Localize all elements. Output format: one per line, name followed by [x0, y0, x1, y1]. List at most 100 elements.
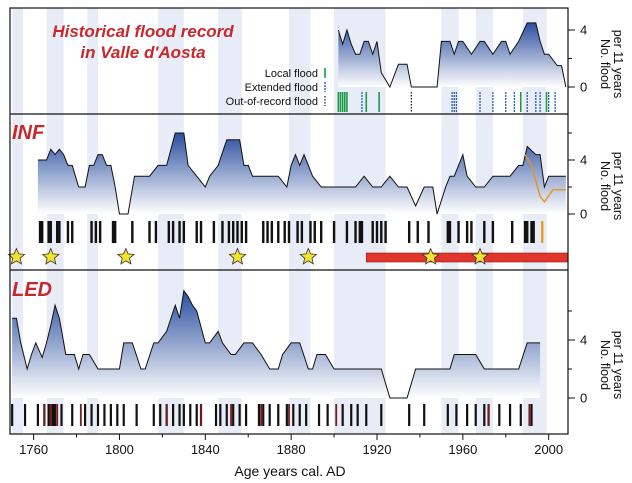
- inf-event-5: [58, 221, 61, 243]
- inf-event-1: [40, 221, 44, 243]
- inf-event-53: [448, 221, 452, 243]
- led-red-event-2: [56, 404, 59, 426]
- led-event-28: [219, 404, 222, 426]
- inf-event-21: [199, 221, 203, 243]
- inf-event-15: [154, 221, 158, 243]
- inf-star-3: [228, 247, 247, 265]
- led-event-2: [36, 404, 39, 426]
- x-tick-label-1920: 1920: [363, 442, 392, 457]
- led-event-37: [285, 404, 288, 426]
- inf-event-55: [465, 221, 469, 243]
- led-series-line: [12, 289, 541, 399]
- led-red-event-1: [49, 404, 52, 426]
- inf-event-22: [212, 221, 216, 243]
- inf-y-tick-label-0: 0: [580, 207, 587, 222]
- led-event-41: [317, 404, 321, 426]
- led-event-25: [195, 404, 198, 426]
- inf-event-58: [491, 221, 495, 243]
- led-event-47: [380, 404, 383, 426]
- led-event-30: [232, 404, 235, 426]
- inf-event-18: [178, 221, 181, 243]
- inf-event-41: [345, 221, 349, 243]
- inf-event-19: [182, 221, 186, 243]
- led-event-7: [53, 404, 57, 426]
- inf-event-14: [148, 221, 151, 243]
- led-event-23: [182, 404, 185, 426]
- inf-event-3: [49, 221, 52, 243]
- inf-event-33: [283, 221, 286, 243]
- led-red-event-11: [528, 404, 531, 426]
- event-ticks: [11, 92, 556, 426]
- led-event-56: [498, 404, 501, 426]
- led-event-0: [11, 404, 14, 426]
- led-event-35: [268, 404, 271, 426]
- inf-event-4: [56, 221, 59, 243]
- inf-event-37: [309, 221, 312, 243]
- led-event-43: [341, 404, 344, 426]
- inf-event-44: [360, 221, 364, 243]
- inf-event-32: [277, 221, 280, 243]
- led-event-51: [455, 404, 458, 426]
- led-red-event-10: [487, 404, 490, 426]
- led-event-49: [423, 404, 426, 426]
- led-event-54: [483, 404, 486, 426]
- inf-event-10: [98, 221, 102, 243]
- x-tick-label-2000: 2000: [534, 442, 563, 457]
- ylabel-historical-line-2: per 11 years: [611, 30, 625, 99]
- inf-star-6: [470, 247, 490, 265]
- led-y-tick-label-0: 0: [580, 391, 587, 406]
- plot-border: [9, 7, 569, 435]
- led-event-27: [214, 404, 218, 426]
- x-axis-label: Age years cal. AD: [234, 463, 345, 479]
- x-tick-label-1960: 1960: [448, 442, 477, 457]
- led-red-event-8: [288, 404, 290, 426]
- ylabel-led-line-2: per 11 years: [611, 331, 625, 400]
- inf-event-48: [384, 221, 387, 243]
- area-fills: [12, 22, 567, 399]
- inf-event-51: [427, 221, 430, 243]
- led-event-36: [277, 404, 280, 426]
- legend-out-of-record-flood: Out-of-record flood: [226, 96, 318, 108]
- led-event-1: [23, 404, 27, 426]
- inf-star-4: [299, 247, 318, 265]
- band-0: [12, 8, 23, 434]
- led-event-9: [71, 404, 74, 426]
- inf-event-63: [532, 221, 535, 243]
- ylabel-historical-line-1: No. flood: [598, 39, 612, 89]
- led-event-12: [96, 404, 100, 426]
- inf-event-45: [371, 221, 374, 243]
- inf-event-42: [354, 221, 357, 243]
- inf-event-23: [221, 221, 224, 243]
- inf-star-5: [421, 247, 440, 265]
- ylabel-inf-line-1: No. flood: [598, 161, 612, 211]
- inf-event-56: [470, 221, 473, 243]
- historical-y-tick-label-0: 0: [580, 80, 587, 95]
- historical-y-tick-label-4: 4: [580, 23, 587, 38]
- led-event-59: [530, 404, 533, 426]
- led-y-tick-label-4: 4: [580, 333, 587, 348]
- inf-event-57: [483, 221, 486, 243]
- inf-orange-event: [541, 221, 544, 243]
- inf-event-27: [240, 221, 243, 243]
- led-event-14: [109, 404, 112, 426]
- led-red-event-4: [165, 404, 168, 426]
- inf-event-49: [407, 221, 411, 243]
- inf-star-1: [41, 247, 60, 265]
- inf-orange-line: [524, 154, 566, 204]
- led-event-24: [189, 404, 192, 426]
- inf-event-60: [523, 221, 527, 243]
- led-event-15: [116, 404, 119, 426]
- led-event-44: [350, 404, 353, 426]
- led-event-42: [326, 404, 329, 426]
- inf-event-26: [236, 221, 239, 243]
- led-event-46: [365, 404, 368, 426]
- led-event-50: [446, 404, 449, 426]
- plot-frame: [9, 7, 569, 435]
- inf-event-40: [332, 221, 336, 243]
- led-red-event-0: [43, 404, 46, 426]
- led-event-45: [356, 404, 359, 426]
- inf-event-61: [526, 221, 529, 243]
- inf-y-tick-label-4: 4: [580, 153, 587, 168]
- led-event-21: [172, 404, 175, 426]
- ylabel-led-line-1: No. flood: [598, 340, 612, 390]
